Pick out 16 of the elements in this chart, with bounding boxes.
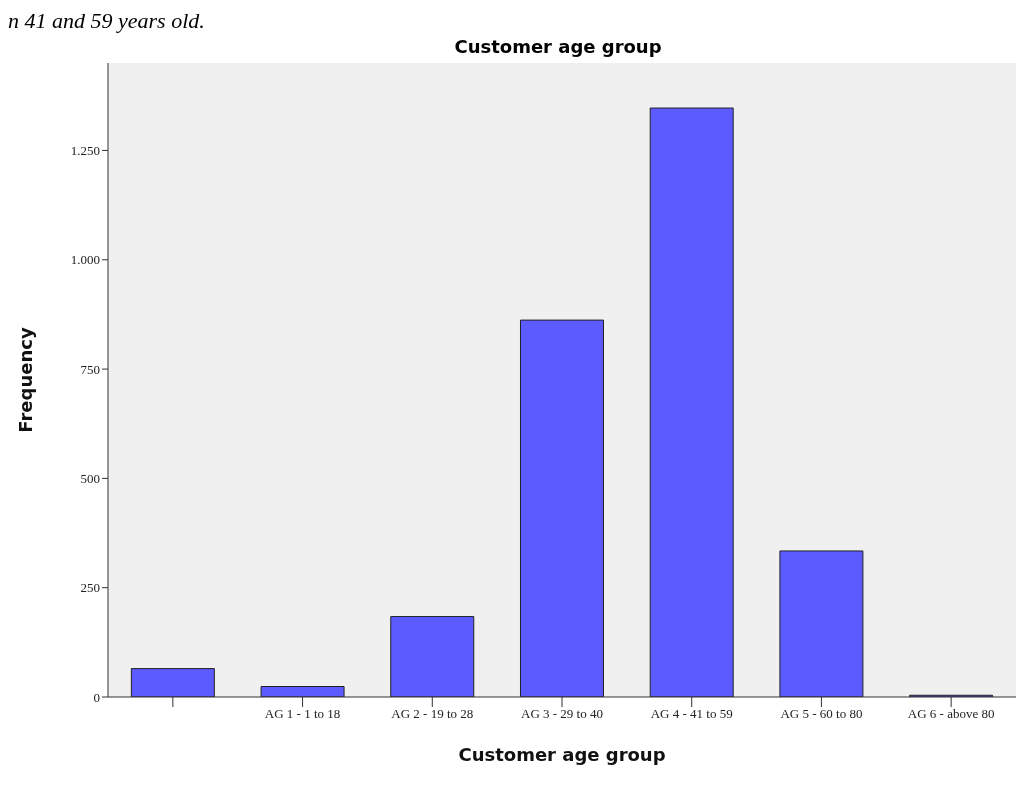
x-tick-label: AG 4 - 41 to 59 — [650, 706, 733, 722]
text: n 41 and 59 years old. — [8, 8, 206, 35]
x-tick-label: AG 5 - 60 to 80 — [780, 706, 863, 722]
x-tick-label: AG 2 - 19 to 28 — [391, 706, 474, 722]
chart-title: Customer age group — [453, 36, 663, 57]
y-axis-title: Frequency — [15, 327, 37, 433]
x-axis-title: Customer age group — [458, 744, 666, 765]
x-tick-label: AG 1 - 1 to 18 — [264, 706, 341, 722]
x-tick-label: AG 6 - above 80 — [907, 706, 995, 722]
y-tick-label: 1.000 — [70, 252, 100, 268]
y-tick-label: 250 — [80, 580, 100, 596]
y-tick-label: 0 — [93, 689, 100, 705]
x-tick-label: AG 3 - 29 to 40 — [521, 706, 603, 722]
y-tick-label: 500 — [80, 470, 100, 486]
y-tick-label: 1.250 — [70, 143, 100, 159]
y-tick-label: 750 — [80, 361, 100, 377]
